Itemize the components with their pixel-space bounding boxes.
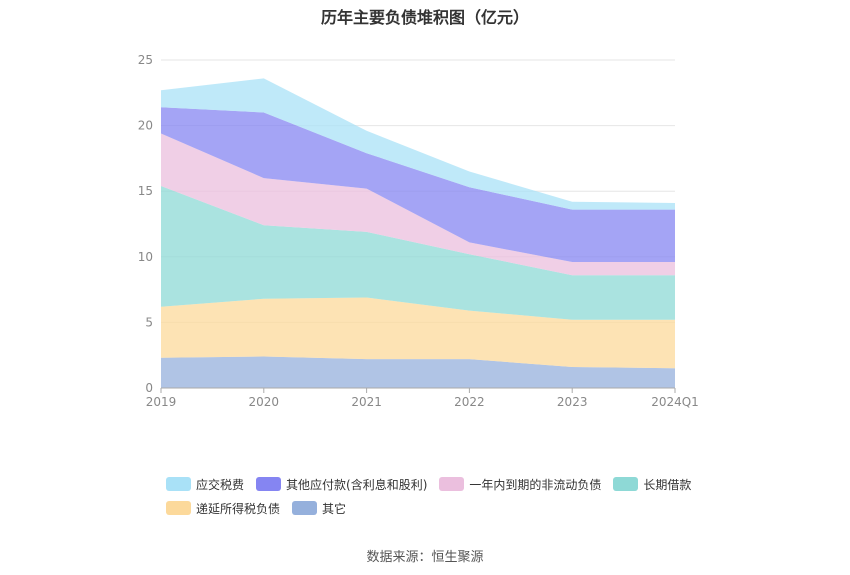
area-其它 [161, 356, 675, 388]
chart-title: 历年主要负债堆积图（亿元） [320, 8, 529, 27]
legend-swatch [292, 501, 318, 515]
legend-label: 其它 [322, 501, 347, 516]
x-tick-label: 2022 [454, 395, 485, 409]
legend-label: 一年内到期的非流动负债 [469, 477, 602, 492]
y-tick-label: 0 [145, 381, 153, 395]
legend-label: 应交税费 [196, 477, 245, 492]
x-tick-label: 2020 [249, 395, 280, 409]
legend-item[interactable]: 递延所得税负债 [166, 500, 280, 517]
legend-item[interactable]: 应交税费 [166, 476, 244, 493]
area-长期借款 [161, 186, 675, 320]
legend: 应交税费 其他应付款(含利息和股利) 一年内到期的非流动负债 长期借款递延所得税负债 其… [166, 472, 726, 520]
area-其他应付款(含利息和股利) [161, 107, 675, 262]
y-tick-label: 10 [138, 250, 153, 264]
x-tick-label: 2023 [557, 395, 588, 409]
legend-swatch [613, 477, 639, 491]
area-series [161, 78, 675, 388]
legend-row: 应交税费 其他应付款(含利息和股利) 一年内到期的非流动负债 长期借款 [166, 472, 726, 496]
legend-swatch [256, 477, 282, 491]
legend-label: 长期借款 [643, 477, 692, 492]
legend-item[interactable]: 长期借款 [613, 476, 691, 493]
x-tick-label: 2019 [146, 395, 177, 409]
x-tick-label: 2021 [351, 395, 382, 409]
y-tick-label: 15 [138, 184, 153, 198]
legend-label: 递延所得税负债 [196, 501, 281, 516]
legend-swatch [166, 477, 191, 491]
legend-swatch [439, 477, 465, 491]
y-tick-label: 25 [138, 53, 153, 67]
area-递延所得税负债 [161, 297, 675, 369]
x-tick-label: 2024Q1 [651, 395, 699, 409]
legend-item[interactable]: 其它 [292, 500, 346, 517]
stacked-area-chart: 0 5 10 15 20 25 2019 2020 2021 2022 2023 2024Q1 [138, 53, 699, 409]
y-tick-label: 20 [138, 119, 153, 133]
legend-row: 递延所得税负债 其它 [166, 496, 726, 520]
legend-swatch [166, 501, 191, 515]
axes: 0 5 10 15 20 25 2019 2020 2021 2022 2023 2024Q1 [138, 53, 699, 409]
y-tick-label: 5 [145, 315, 153, 329]
area-应交税费 [161, 78, 675, 210]
legend-item[interactable]: 一年内到期的非流动负债 [439, 476, 601, 493]
legend-item[interactable]: 其他应付款(含利息和股利) [256, 476, 427, 493]
area-一年内到期的非流动负债 [161, 133, 675, 276]
legend-label: 其他应付款(含利息和股利) [286, 477, 428, 492]
data-source: 数据来源：恒生聚源 [366, 550, 484, 565]
